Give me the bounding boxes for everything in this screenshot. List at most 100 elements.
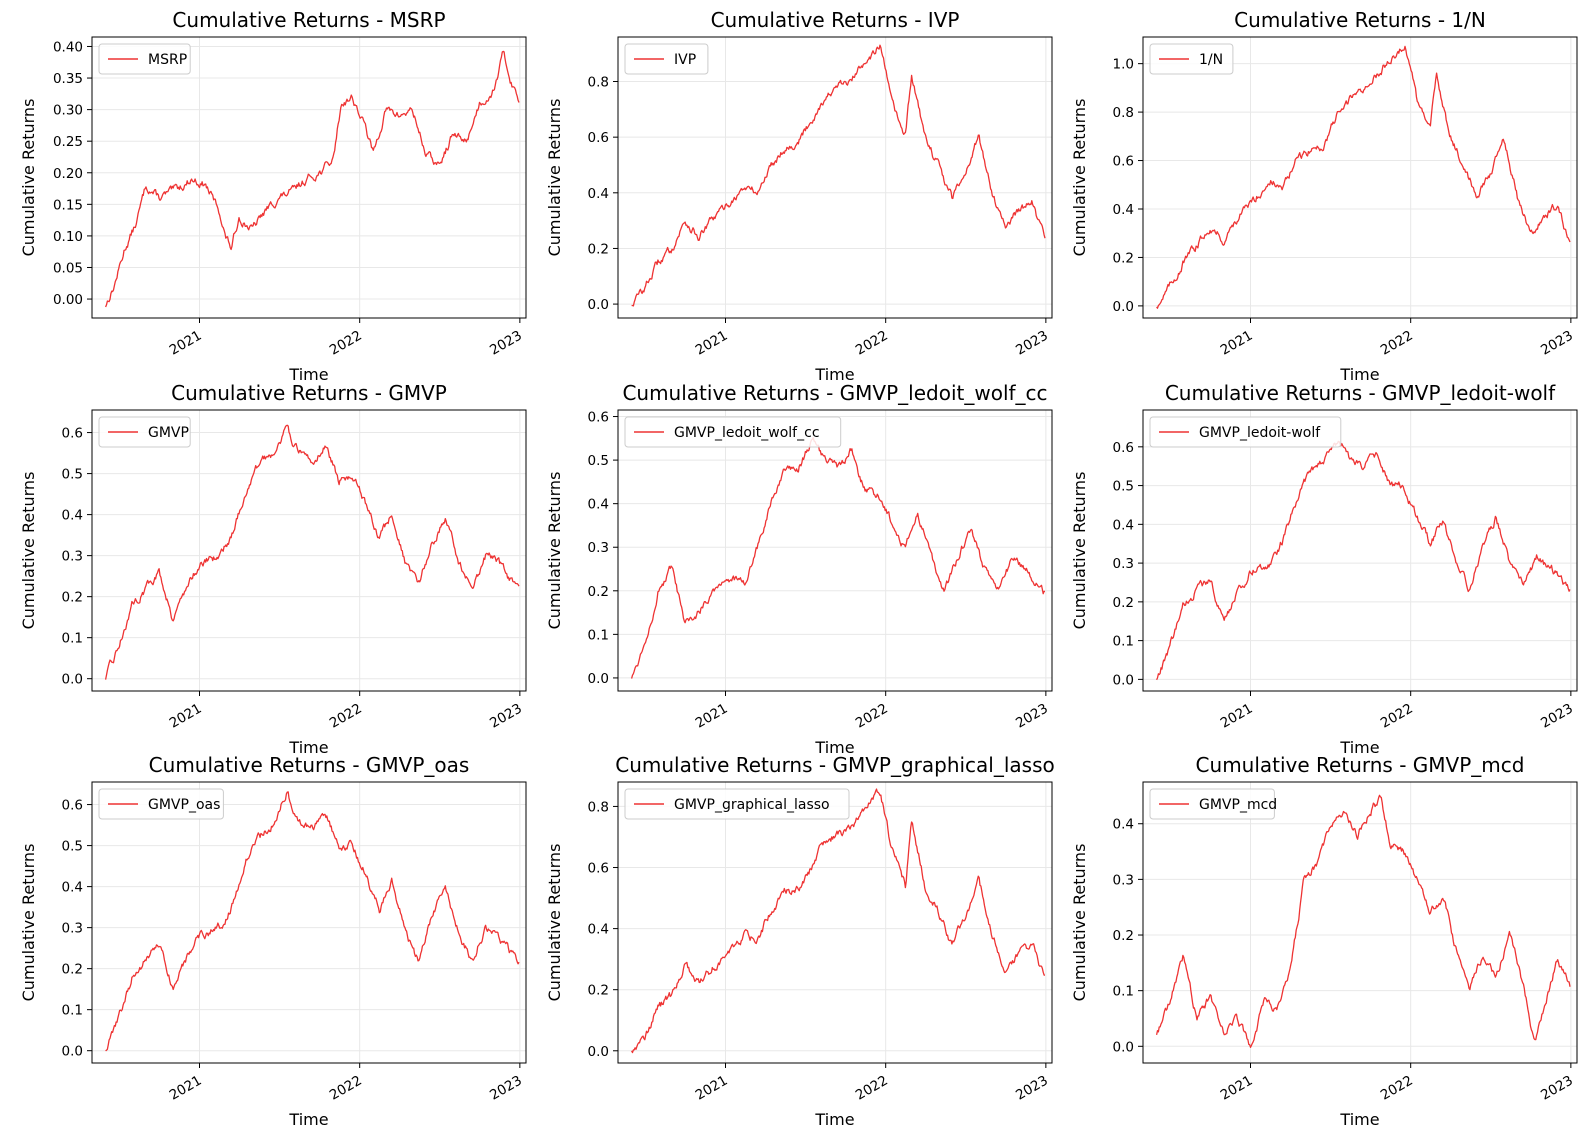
y-tick-label: 0.05 — [53, 260, 83, 276]
series-line — [104, 50, 520, 308]
subplot-5: 0.0 0.1 0.2 0.3 0.4 0.5 0.6 2021 2022 2023 GMVP_le… — [545, 381, 1053, 757]
x-axis-label: Time — [814, 738, 854, 757]
x-tick-label: 2023 — [1013, 1073, 1051, 1104]
x-tick-label: 2022 — [327, 328, 365, 359]
y-tick-label: 1.0 — [1113, 57, 1134, 73]
y-tick-label: 0.2 — [1113, 595, 1134, 611]
series-line — [1155, 794, 1571, 1048]
legend-label: IVP — [674, 52, 696, 68]
y-tick-label: 0.15 — [53, 197, 83, 213]
plot-frame — [91, 36, 527, 319]
subplot-3: 0.0 0.2 0.4 0.6 0.8 1.0 2021 2022 2023 1/N Cumulat… — [1070, 8, 1578, 384]
x-tick-label: 2021 — [693, 328, 731, 359]
y-tick-label: 0.3 — [1113, 872, 1134, 888]
legend-label: GMVP_ledoit-wolf — [1199, 425, 1321, 441]
x-axis-label: Time — [1339, 365, 1379, 384]
y-tick-label: 0.0 — [588, 1044, 609, 1060]
y-axis-label: Cumulative Returns — [19, 844, 38, 1002]
y-tick-label: 0.1 — [62, 1003, 83, 1019]
x-tick-label: 2022 — [327, 701, 365, 732]
y-tick-label: 0.4 — [588, 922, 609, 938]
y-tick-label: 0.10 — [53, 229, 83, 245]
y-tick-label: 0.4 — [1113, 202, 1134, 218]
x-axis-label: Time — [814, 365, 854, 384]
legend-box — [624, 43, 709, 75]
y-tick-label: 0.1 — [588, 627, 609, 643]
series-line — [630, 437, 1045, 679]
y-tick-label: 0.4 — [588, 186, 609, 202]
y-axis-label: Cumulative Returns — [19, 99, 38, 257]
x-tick-label: 2023 — [487, 1073, 525, 1104]
legend-box — [624, 416, 842, 448]
x-tick-label: 2021 — [693, 701, 731, 732]
y-tick-label: 0.0 — [588, 297, 609, 313]
y-tick-label: 0.0 — [588, 671, 609, 687]
x-tick-label: 2022 — [1378, 1073, 1416, 1104]
subplot-title: Cumulative Returns - MSRP — [172, 8, 445, 32]
series-line — [1156, 440, 1571, 681]
y-tick-label: 0.1 — [62, 631, 83, 647]
y-tick-label: 0.4 — [588, 497, 609, 513]
legend-box — [1149, 788, 1275, 820]
y-axis-label: Cumulative Returns — [545, 844, 564, 1002]
y-tick-label: 0.6 — [1113, 154, 1134, 170]
y-tick-label: 0.6 — [588, 410, 609, 426]
subplot-7: 0.0 0.1 0.2 0.3 0.4 0.5 0.6 2021 2022 2023 GMVP_oa… — [19, 753, 527, 1128]
plot-frame — [1142, 409, 1578, 692]
y-tick-label: 0.2 — [1113, 250, 1134, 266]
x-axis-label: Time — [1339, 738, 1379, 757]
y-tick-label: 0.5 — [62, 467, 83, 483]
series-line — [631, 44, 1046, 307]
x-axis-label: Time — [288, 365, 328, 384]
y-tick-label: 0.6 — [62, 426, 83, 442]
y-tick-label: 0.5 — [588, 453, 609, 469]
y-tick-label: 0.8 — [588, 799, 609, 815]
legend-box — [98, 43, 191, 75]
legend-box — [1149, 43, 1234, 75]
y-tick-label: 0.3 — [1113, 556, 1134, 572]
y-tick-label: 0.6 — [588, 861, 609, 877]
x-tick-label: 2023 — [1013, 701, 1051, 732]
subplot-1: 0.00 0.05 0.10 0.15 0.20 0.25 0.30 0.35 0.40 2021… — [19, 8, 527, 384]
y-tick-label: 0.35 — [53, 71, 83, 87]
subplot-title: Cumulative Returns - GMVP_graphical_lass… — [615, 753, 1055, 777]
legend-box — [98, 416, 191, 448]
y-tick-label: 0.0 — [1113, 299, 1134, 315]
y-axis-label: Cumulative Returns — [19, 472, 38, 630]
y-tick-label: 0.00 — [53, 292, 83, 308]
plot-frame — [617, 409, 1053, 692]
y-tick-label: 0.5 — [62, 839, 83, 855]
y-axis-label: Cumulative Returns — [1070, 99, 1089, 257]
y-tick-label: 0.40 — [53, 39, 83, 55]
y-tick-label: 0.0 — [1113, 1039, 1134, 1055]
subplot-title: Cumulative Returns - GMVP — [171, 381, 447, 405]
y-tick-label: 0.1 — [1113, 634, 1134, 650]
legend-label: GMVP_oas — [148, 797, 220, 813]
y-tick-label: 0.0 — [1113, 672, 1134, 688]
x-tick-label: 2022 — [853, 328, 891, 359]
x-tick-label: 2021 — [693, 1073, 731, 1104]
y-tick-label: 0.2 — [1113, 928, 1134, 944]
legend-label: GMVP — [148, 425, 189, 441]
y-tick-label: 0.25 — [53, 134, 83, 150]
plot-frame — [91, 781, 527, 1064]
legend-box — [98, 788, 224, 820]
plot-frame — [1142, 781, 1578, 1064]
subplot-4: 0.0 0.1 0.2 0.3 0.4 0.5 0.6 2021 2022 2023 GMVP Cum… — [19, 381, 527, 757]
series-line — [631, 788, 1045, 1054]
y-tick-label: 0.4 — [1113, 517, 1134, 533]
plot-frame — [1142, 36, 1578, 319]
legend-label: GMVP_mcd — [1199, 797, 1277, 813]
legend-box — [1149, 416, 1342, 448]
y-axis-label: Cumulative Returns — [545, 472, 564, 630]
subplot-title: Cumulative Returns - 1/N — [1234, 8, 1486, 32]
y-tick-label: 0.6 — [62, 798, 83, 814]
subplot-9: 0.0 0.1 0.2 0.3 0.4 2021 2022 2023 GMVP_mcd Cumul… — [1070, 753, 1578, 1128]
y-tick-label: 0.3 — [588, 540, 609, 556]
subplot-title: Cumulative Returns - GMVP_oas — [149, 753, 470, 777]
series-line — [104, 424, 520, 680]
y-tick-label: 0.30 — [53, 103, 83, 119]
y-tick-label: 0.2 — [62, 590, 83, 606]
y-tick-label: 0.0 — [62, 672, 83, 688]
